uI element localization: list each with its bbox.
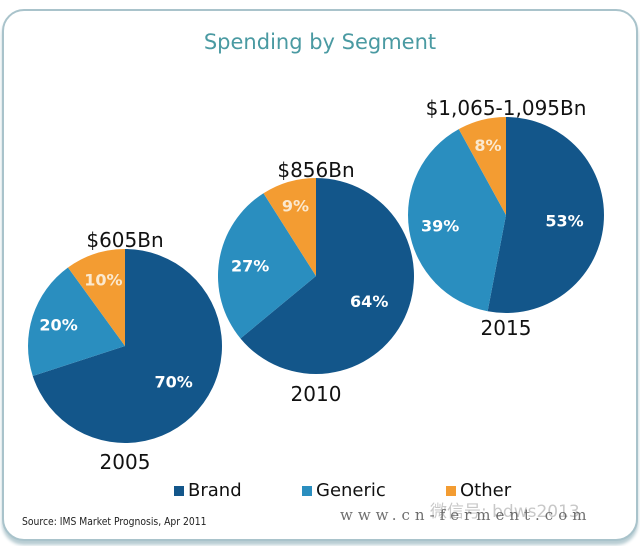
slice-label-other: 8%: [474, 136, 501, 155]
pie-slice-other: [67, 249, 125, 346]
pie-year-label: 2005: [100, 450, 151, 474]
slice-label-other: 10%: [84, 271, 122, 290]
legend-swatch-brand: [174, 485, 184, 496]
slice-label-generic: 39%: [421, 216, 459, 235]
legend-label-other: Other: [460, 480, 512, 501]
legend: Brand Generic Other: [0, 480, 640, 504]
slice-label-brand: 53%: [545, 212, 583, 231]
pie-2010: 64% 27% 9% $856Bn 2010: [217, 158, 414, 406]
pie-slice-other: [263, 178, 316, 276]
pie-slice-generic: [28, 267, 126, 376]
pie-year-label: 2010: [291, 382, 342, 406]
legend-label-generic: Generic: [316, 480, 386, 501]
pie-total-label: $856Bn: [277, 158, 354, 182]
pie-slice-other: [458, 117, 506, 215]
slice-label-generic: 20%: [39, 315, 77, 334]
watermark-url: www.cn-ferment.com: [340, 506, 592, 524]
source-note: Source: IMS Market Prognosis, Apr 2011: [22, 516, 207, 528]
watermark-wechat: 微信号: bdws2013: [430, 502, 580, 522]
pie-slice-generic: [217, 193, 316, 339]
slice-label-brand: 70%: [155, 372, 193, 391]
slice-label-brand: 64%: [350, 292, 388, 311]
slice-label-other: 9%: [282, 196, 309, 215]
pie-slice-generic: [408, 129, 506, 312]
slice-label-generic: 27%: [231, 257, 269, 276]
pie-slice-brand: [240, 178, 414, 374]
legend-swatch-other: [446, 485, 456, 496]
pie-total-label: $605Bn: [86, 228, 163, 252]
pie-slice-brand: [32, 249, 223, 443]
pie-2005: 70% 20% 10% $605Bn 2005: [28, 228, 223, 474]
pie-2015: 53% 39% 8% $1,065-1,095Bn 2015: [408, 96, 604, 340]
legend-item-generic: Generic: [302, 480, 386, 501]
pie-slice-brand: [487, 117, 604, 313]
pie-year-label: 2015: [481, 316, 532, 340]
pie-total-label: $1,065-1,095Bn: [426, 96, 587, 120]
legend-label-brand: Brand: [188, 480, 242, 501]
legend-swatch-generic: [302, 485, 312, 496]
legend-item-other: Other: [446, 480, 511, 501]
legend-item-brand: Brand: [174, 480, 242, 501]
chart-title: Spending by Segment: [203, 30, 437, 54]
